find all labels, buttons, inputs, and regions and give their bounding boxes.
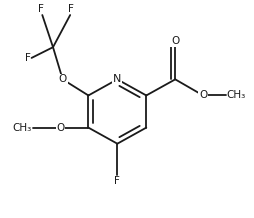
Text: O: O	[56, 123, 65, 133]
Text: CH₃: CH₃	[227, 90, 246, 100]
Text: N: N	[113, 74, 121, 84]
Text: F: F	[25, 53, 30, 63]
Text: O: O	[58, 74, 67, 84]
Text: F: F	[114, 176, 120, 186]
Text: F: F	[38, 4, 44, 14]
Text: O: O	[199, 90, 207, 100]
Text: CH₃: CH₃	[12, 123, 31, 133]
Text: O: O	[171, 36, 179, 46]
Text: F: F	[68, 4, 74, 14]
